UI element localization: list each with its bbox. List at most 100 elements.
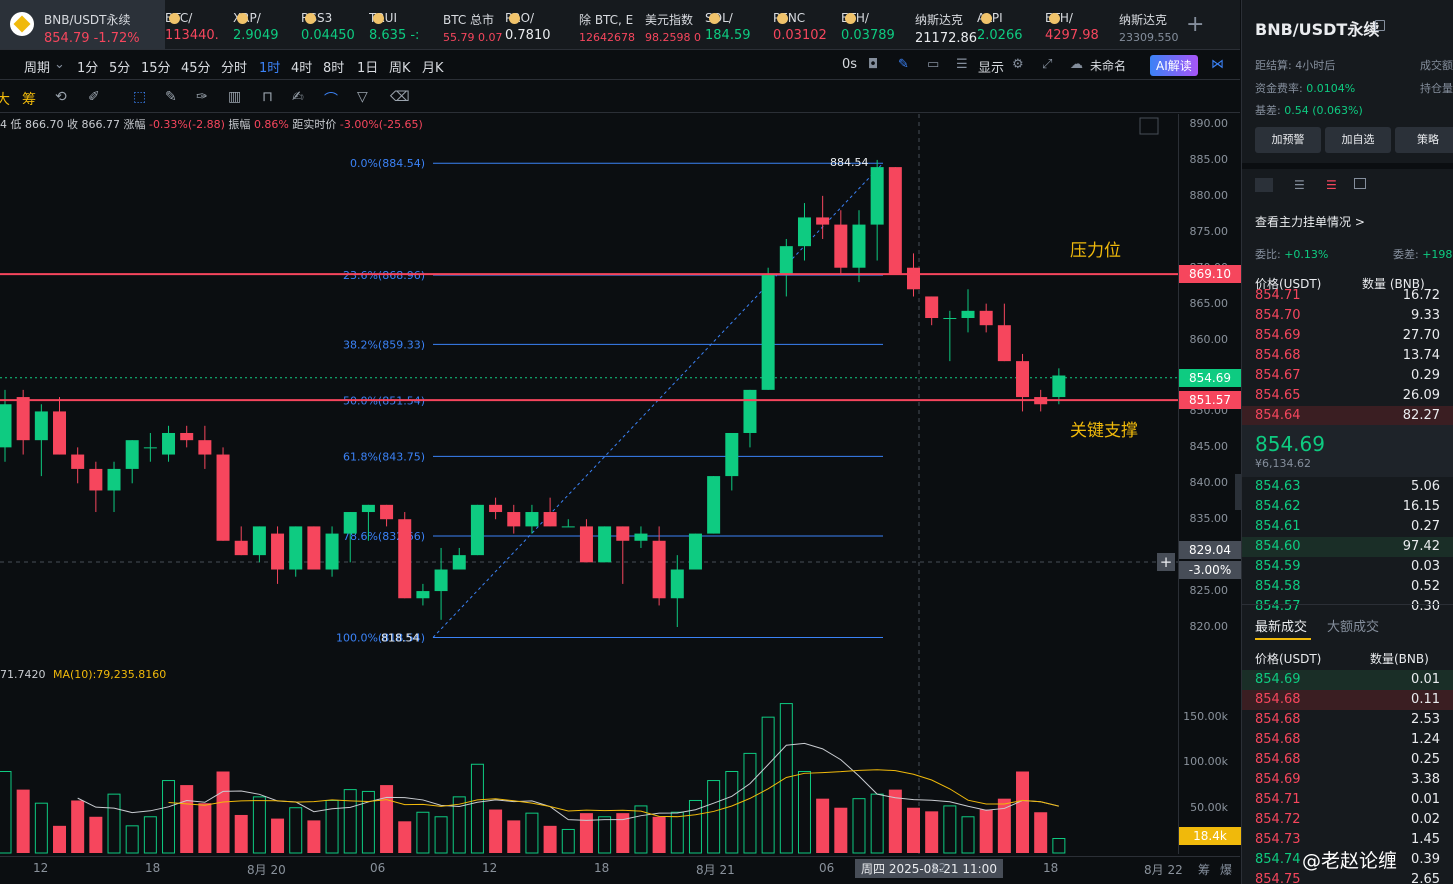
camera-icon[interactable]: ◘ xyxy=(868,57,879,72)
volume-bar xyxy=(289,807,303,854)
ticker-tab[interactable]: 纳斯达克 21172.86 xyxy=(909,0,977,49)
add-tab-icon[interactable]: + xyxy=(1186,12,1205,37)
strategy-button[interactable]: 策略 xyxy=(1395,127,1453,153)
gear-icon[interactable]: ⚙ xyxy=(1012,57,1024,72)
big-label[interactable]: 大 xyxy=(0,92,10,108)
interval-分时[interactable]: 分时 xyxy=(221,61,248,76)
refresh-icon[interactable]: ⟲ xyxy=(55,89,67,105)
cursor-icon[interactable]: ⬚ xyxy=(133,89,147,105)
bid-row[interactable]: 854.57 0.30 xyxy=(1242,597,1453,617)
interval-1日[interactable]: 1日 xyxy=(357,61,379,76)
filter-icon[interactable]: ▽ xyxy=(357,89,368,105)
ticker-tab[interactable]: 除 BTC, E 12642678 xyxy=(573,0,639,49)
layout-name[interactable]: 未命名 xyxy=(1090,59,1127,73)
bid-row[interactable]: 854.62 16.15 xyxy=(1242,497,1453,517)
interval-toolbar: 周期 ⌄ 1分 5分 15分 45分 分时 1时 4时 8时 1日 周K 月K 0s ◘ ✎ ▭ ☰ 显示 ⚙ ⤢ ☁ 未命… xyxy=(0,50,1240,80)
ticker-tab[interactable]: SOL/184.59 xyxy=(705,0,773,49)
interval-15分[interactable]: 15分 xyxy=(141,61,171,76)
book-settings-icon[interactable] xyxy=(1354,178,1366,189)
volume-bar xyxy=(361,790,375,854)
chip-label[interactable]: 筹 xyxy=(22,92,36,108)
magnet-icon[interactable]: ⌒ xyxy=(324,92,338,108)
ticker-tab[interactable]: 美元指数 98.2598 0 xyxy=(639,0,705,49)
ticker-tab[interactable]: XRP/2.9049 xyxy=(233,0,301,49)
ticker-tab[interactable]: ALPI2.0266 xyxy=(977,0,1045,49)
bid-qty: 0.27 xyxy=(1411,519,1440,534)
ask-row[interactable]: 854.71 16.72 xyxy=(1242,286,1453,306)
candle xyxy=(870,159,884,261)
ask-row[interactable]: 854.65 26.09 xyxy=(1242,386,1453,406)
book-bids-icon[interactable]: ☰ xyxy=(1294,178,1305,192)
bid-row[interactable]: 854.61 0.27 xyxy=(1242,517,1453,537)
chart-maximize-icon[interactable] xyxy=(1139,117,1159,135)
ruler-icon[interactable]: ✐ xyxy=(88,89,100,105)
interval-45分[interactable]: 45分 xyxy=(181,61,211,76)
list-icon[interactable]: ☰ xyxy=(956,57,968,72)
add-watchlist-button[interactable]: 加自选 xyxy=(1325,127,1391,153)
ticker-tab[interactable]: BTC/113440. xyxy=(165,0,233,49)
latest-trades-tab[interactable]: 最新成交 xyxy=(1255,620,1308,635)
book-asks-icon[interactable]: ☰ xyxy=(1326,178,1337,192)
bid-row[interactable]: 854.60 97.42 xyxy=(1242,537,1453,557)
interval-4时[interactable]: 4时 xyxy=(291,61,313,76)
ai-button[interactable]: AI解读 xyxy=(1150,55,1198,76)
book-both-icon[interactable] xyxy=(1255,178,1273,192)
ask-row[interactable]: 854.67 0.29 xyxy=(1242,366,1453,386)
coin-icon xyxy=(981,13,992,24)
display-label[interactable]: 显示 xyxy=(978,61,1005,76)
ticker-tab[interactable]: ETH/4297.98 xyxy=(1045,0,1113,49)
copy-icon[interactable] xyxy=(1375,20,1385,31)
interval-1时[interactable]: 1时 xyxy=(259,61,281,76)
large-trades-tab[interactable]: 大额成交 xyxy=(1327,620,1380,635)
axis-drag-handle[interactable] xyxy=(1235,474,1241,510)
ask-row[interactable]: 854.68 13.74 xyxy=(1242,346,1453,366)
screen-icon[interactable]: ▭ xyxy=(927,57,940,72)
interval-周K[interactable]: 周K xyxy=(389,61,411,76)
pen-icon[interactable]: ✎ xyxy=(165,89,177,105)
brush-icon[interactable]: ✑ xyxy=(196,89,208,105)
ask-row[interactable]: 854.64 82.27 xyxy=(1242,406,1453,426)
trash-icon[interactable]: ⌫ xyxy=(390,89,410,105)
ask-row[interactable]: 854.70 9.33 xyxy=(1242,306,1453,326)
ticker-tab[interactable]: PRO/0.7810 xyxy=(505,0,573,49)
cloud-icon[interactable]: ☁ xyxy=(1070,57,1083,72)
ticker-tab[interactable]: BNB/USDT永续 854.79 -1.72% xyxy=(0,0,165,49)
interval-1分[interactable]: 1分 xyxy=(77,61,99,76)
ticker-tab[interactable]: PENC 0.03102 xyxy=(773,0,841,49)
interval-月K[interactable]: 月K xyxy=(422,61,444,76)
burst-icon[interactable]: 爆 xyxy=(1220,863,1233,877)
depth-link[interactable]: 查看主力挂单情况 > xyxy=(1255,215,1365,229)
bid-row[interactable]: 854.59 0.03 xyxy=(1242,557,1453,577)
ticker-value: 184.59 xyxy=(705,28,751,43)
lock-icon[interactable]: ⊓ xyxy=(262,89,273,105)
ticker-tab[interactable]: 纳斯达克 23309.550 xyxy=(1113,0,1179,49)
ticker-tab[interactable]: BTC 总市 55.79 0.07 xyxy=(437,0,505,49)
edit-icon[interactable]: ✍ xyxy=(292,89,304,105)
bid-row[interactable]: 854.63 5.06 xyxy=(1242,477,1453,497)
chip-icon[interactable]: 筹 xyxy=(1198,863,1211,877)
tab-underline xyxy=(1255,638,1311,640)
coin-icon xyxy=(169,13,180,24)
ticker-tab[interactable]: ETH/0.03789 xyxy=(841,0,909,49)
interval-8时[interactable]: 8时 xyxy=(323,61,345,76)
fullscreen-icon[interactable]: ⤢ xyxy=(1042,57,1053,72)
share-icon[interactable]: ⋈ xyxy=(1211,57,1224,72)
trade-price: 854.69 xyxy=(1255,672,1301,687)
price-tick: 820.00 xyxy=(1189,620,1229,633)
interval-5分[interactable]: 5分 xyxy=(109,61,131,76)
bid-row[interactable]: 854.58 0.52 xyxy=(1242,577,1453,597)
coin-icon xyxy=(845,13,856,24)
ask-row[interactable]: 854.69 27.70 xyxy=(1242,326,1453,346)
price-chart[interactable]: 0.0%(884.54) 23.6%(868.96) 38.2%(859.33) 50… xyxy=(0,0,1240,856)
trade-price: 854.75 xyxy=(1255,872,1301,884)
ticker-tab[interactable]: TRUI8.635 -: xyxy=(369,0,437,49)
pencil-icon[interactable]: ✎ xyxy=(898,57,909,72)
ticker-tab[interactable]: RSS3 0.04450 xyxy=(301,0,369,49)
fib-level-label: 38.2%(859.33) xyxy=(343,338,425,351)
period-dropdown[interactable]: 周期 xyxy=(24,61,51,76)
candles-icon[interactable]: ▥ xyxy=(228,89,242,105)
add-crosshair-icon[interactable] xyxy=(1157,553,1175,571)
volume-bar xyxy=(907,807,920,853)
candle xyxy=(307,526,321,570)
add-alert-button[interactable]: 加预警 xyxy=(1255,127,1321,153)
